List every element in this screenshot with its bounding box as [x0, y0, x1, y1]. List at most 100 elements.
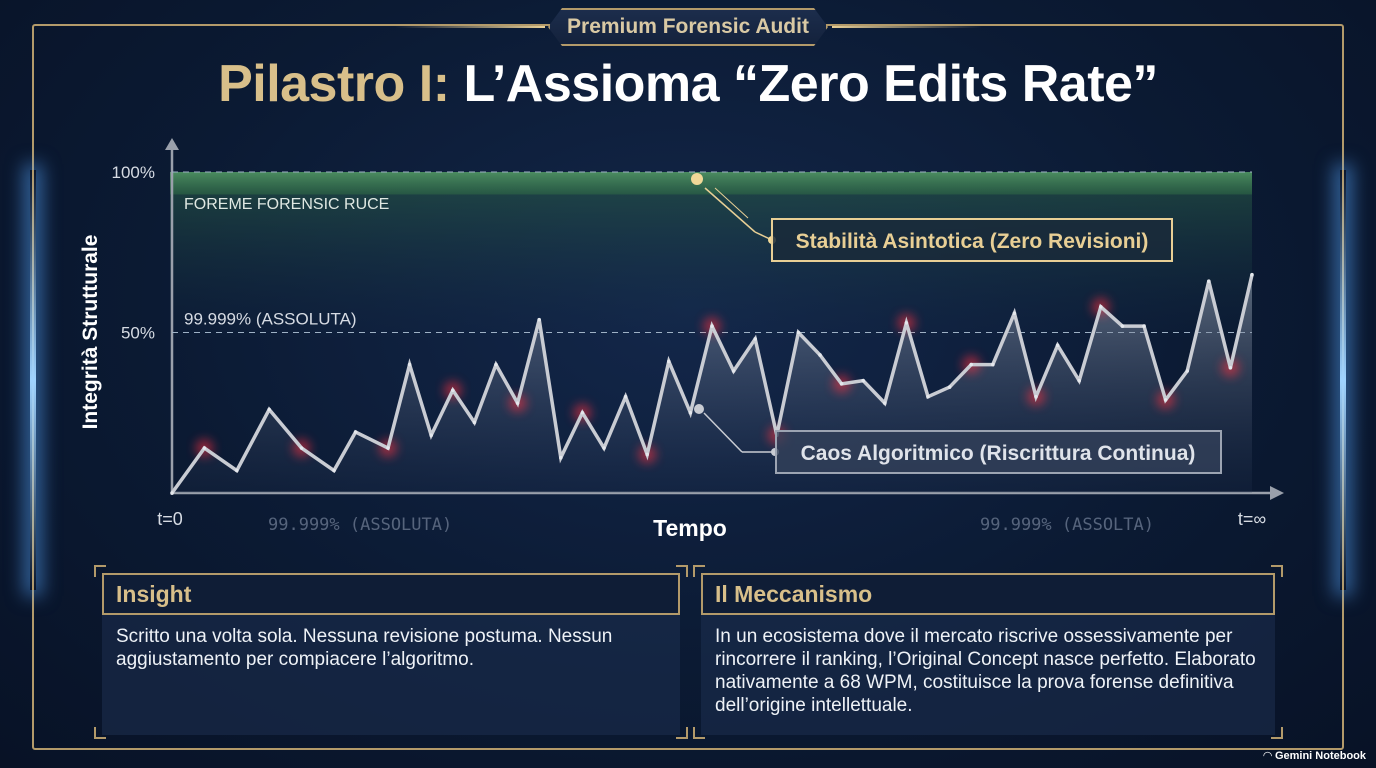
panel-corner: [1271, 727, 1283, 739]
stability-box: [771, 218, 1173, 262]
mechanism-header: Il Meccanismo: [701, 573, 1275, 615]
data-point: [1099, 305, 1103, 309]
insight-title: Insight: [116, 580, 192, 607]
ref-line-label: 99.999% (ASSOLUTA): [184, 310, 357, 329]
panel-corner: [676, 565, 688, 577]
data-point: [991, 362, 995, 367]
data-point: [299, 446, 304, 450]
data-point: [1034, 394, 1038, 399]
data-point: [386, 446, 390, 450]
header-badge: Premium Forensic Audit: [548, 8, 828, 46]
data-point: [796, 330, 801, 335]
data-point: [1250, 272, 1254, 277]
chaos-dot: [694, 404, 704, 414]
chaos-leader-1: [703, 412, 743, 453]
ghost-label-right: 99.999% (ASSOLTA): [980, 515, 1154, 535]
data-point: [904, 321, 909, 325]
brand-icon: ◠: [1263, 750, 1275, 762]
data-point: [926, 394, 930, 399]
panel-corner: [693, 727, 705, 739]
stability-leader-1: [704, 187, 756, 233]
x-tick-start: t=0: [157, 509, 183, 529]
stability-callout: Stabilità Asintotica (Zero Revisioni): [691, 173, 1173, 262]
chaos-box: [775, 430, 1222, 474]
data-point: [1228, 366, 1233, 370]
series-line: [170, 274, 1254, 495]
data-point: [947, 385, 952, 389]
chaos-text: Caos Algoritmico (Riscrittura Continua): [801, 442, 1196, 465]
data-point: [267, 407, 272, 412]
data-point: [731, 369, 736, 373]
band-label: FOREME FORENSIC RUCE: [184, 196, 389, 213]
page-title: Pilastro I: L’Assioma “Zero Edits Rate”: [0, 54, 1376, 114]
y-tick-100: 100%: [112, 163, 155, 182]
data-point: [688, 410, 693, 415]
data-point: [861, 378, 865, 383]
data-point: [202, 446, 207, 450]
data-point: [667, 359, 671, 364]
data-point: [839, 382, 844, 386]
mechanism-text: In un ecosistema dove il mercato riscriv…: [715, 626, 1256, 716]
data-point: [602, 446, 606, 450]
data-point: [1055, 343, 1060, 348]
title-main: L’Assioma “Zero Edits Rate”: [463, 55, 1158, 113]
data-point: [1120, 324, 1125, 328]
y-axis-arrow: [165, 138, 179, 150]
insight-text: Scritto una volta sola. Nessuna revision…: [116, 626, 613, 670]
data-point: [429, 433, 434, 438]
insight-body: [102, 610, 680, 735]
panel-corner: [94, 727, 106, 739]
data-point: [559, 455, 563, 460]
mechanism-panel: Il Meccanismo In un ecosistema dove il m…: [693, 565, 1283, 739]
data-point: [515, 401, 520, 405]
data-point: [1077, 378, 1081, 383]
title-prefix: Pilastro I:: [218, 55, 450, 113]
data-point: [472, 420, 477, 425]
data-point: [353, 430, 358, 434]
panel-corner: [693, 565, 705, 577]
data-point: [883, 401, 887, 405]
badge-line-right: [832, 26, 982, 28]
mechanism-body: [701, 610, 1275, 735]
data-point: [818, 353, 822, 357]
y-tick-50: 50%: [121, 324, 155, 343]
data-point: [537, 317, 541, 322]
stability-dot: [691, 173, 703, 185]
data-point: [1185, 369, 1189, 373]
panel-corner: [94, 565, 106, 577]
x-axis-arrow: [1270, 486, 1284, 500]
x-tick-end: t=∞: [1238, 509, 1267, 529]
data-point: [969, 362, 973, 367]
glow-right: [1340, 170, 1346, 590]
data-point: [623, 394, 628, 399]
data-point: [451, 388, 455, 393]
data-point: [1207, 279, 1211, 283]
stability-text: Stabilità Asintotica (Zero Revisioni): [796, 230, 1149, 253]
brand-mark: ◠ Gemini Notebook: [1263, 749, 1366, 762]
data-point: [710, 324, 714, 328]
forensic-band: [170, 172, 1252, 195]
data-point: [494, 362, 498, 367]
chart: 100% 50% Integrità Strutturale Tempo t=0…: [79, 138, 1284, 541]
data-point: [645, 452, 649, 457]
data-point: [170, 491, 174, 495]
panel-corner: [676, 727, 688, 739]
data-point: [753, 337, 757, 341]
panel-corner: [1271, 565, 1283, 577]
chaos-callout: Caos Algoritmico (Riscrittura Continua): [694, 404, 1222, 474]
data-point: [332, 468, 336, 473]
badge-label: Premium Forensic Audit: [567, 15, 809, 38]
data-point: [1163, 398, 1168, 402]
x-axis-label: Tempo: [653, 515, 727, 541]
mechanism-title: Il Meccanismo: [715, 580, 873, 607]
data-point: [407, 362, 412, 367]
glow-left: [30, 170, 36, 590]
y-axis-label: Integrità Strutturale: [79, 235, 102, 430]
data-point: [1012, 311, 1017, 316]
data-point: [235, 468, 239, 473]
insight-header: Insight: [102, 573, 680, 615]
badge-line-left: [395, 26, 545, 28]
insight-panel: Insight Scritto una volta sola. Nessuna …: [94, 565, 688, 739]
data-point: [580, 410, 585, 415]
stability-leader-2: [714, 187, 749, 219]
